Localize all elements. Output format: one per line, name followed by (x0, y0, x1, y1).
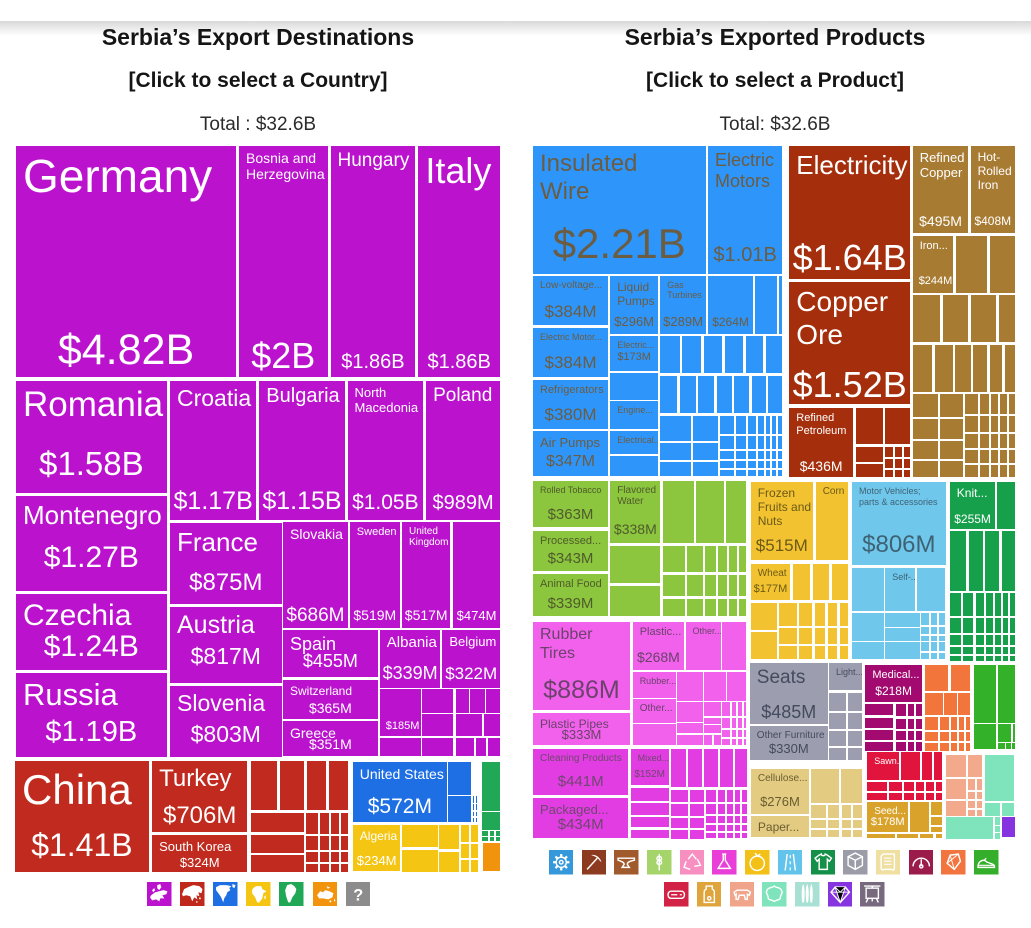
svg-text:?: ? (353, 886, 363, 904)
